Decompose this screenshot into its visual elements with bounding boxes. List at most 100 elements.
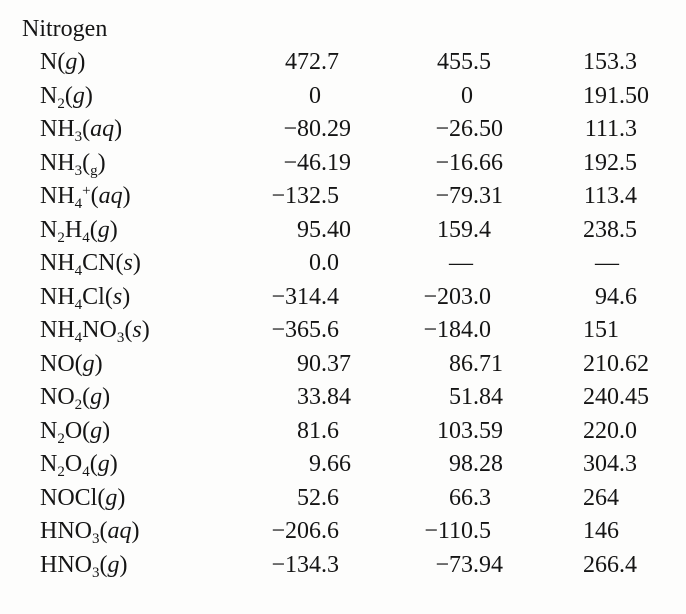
formula-token: s	[123, 250, 133, 276]
formula-token: (	[82, 384, 91, 410]
value-integer-part: 220	[583, 417, 619, 444]
value-fraction-part	[619, 314, 686, 351]
formula-token: 3	[116, 330, 125, 346]
table-row: NH4+(aq) −132.5 −79.31 113.4	[0, 180, 686, 214]
table-row: NH4Cl(s) −314.4 −203.0 94.6	[0, 281, 686, 315]
value-integer-part: 94	[595, 283, 619, 310]
value-integer-part: 111	[584, 116, 619, 142]
value-fraction-part: .4	[619, 183, 637, 209]
compound-formula: HNO3(g)	[0, 549, 250, 586]
formula-token: 4	[74, 330, 83, 346]
formula-token: s	[112, 283, 123, 310]
value-fraction-part: .6	[321, 417, 339, 444]
value-integer-part: 0	[309, 82, 321, 109]
table-body: N(g) 472.7 455.5 153.3 N2(g) 0 0 191.50 NH3(aq) −…	[0, 46, 686, 582]
formula-token: 2	[57, 430, 65, 447]
formula-token: (	[90, 183, 99, 209]
value-fraction-part: .3	[473, 484, 491, 511]
value-fraction-part: .3	[619, 451, 637, 477]
formula-token: (	[124, 317, 133, 343]
table-row: HNO3(aq) −206.6 −110.5 146	[0, 515, 686, 549]
formula-token: )	[114, 116, 123, 142]
value-integer-part: 66	[449, 484, 473, 511]
value-integer-part: −26	[435, 116, 473, 142]
compound-formula: N2O(g)	[0, 415, 250, 452]
value-integer-part: 0	[309, 250, 321, 276]
formula-token: g	[82, 350, 95, 377]
formula-token: g	[90, 162, 98, 179]
value-fraction-part	[619, 515, 686, 552]
value-fraction-part: .94	[473, 551, 503, 578]
value-fraction-part: .3	[619, 49, 637, 75]
formula-token: NH	[40, 317, 75, 343]
value-integer-part: 472	[285, 49, 321, 75]
value-fraction-part	[619, 482, 686, 516]
table-row: N(g) 472.7 455.5 153.3	[0, 46, 686, 80]
table-row: NH4NO3(s) −365.6 −184.0 151	[0, 314, 686, 348]
value-integer-part: 98	[449, 451, 473, 477]
formula-token: NH	[40, 250, 75, 276]
value-fraction-part: .6	[619, 283, 637, 310]
formula-token: 3	[74, 162, 83, 179]
value-fraction-part: .6	[321, 317, 339, 343]
value-integer-part: −79	[435, 183, 473, 209]
value-fraction-part: .40	[321, 216, 351, 243]
formula-token: (	[57, 49, 66, 75]
formula-token: 2	[74, 397, 83, 413]
value-fraction-part: .5	[321, 183, 339, 209]
compound-formula: HNO3(aq)	[0, 515, 250, 552]
formula-token: 3	[92, 531, 100, 547]
formula-token: )	[117, 484, 126, 511]
formula-token: NH	[40, 283, 75, 310]
value-fraction-part	[619, 247, 686, 284]
formula-token: g	[107, 551, 120, 578]
formula-token: )	[77, 49, 86, 75]
formula-token: 2	[57, 464, 65, 480]
formula-token: )	[141, 317, 150, 343]
formula-token: )	[102, 384, 111, 410]
table-row: N2O4(g) 9.66 98.28 304.3	[0, 448, 686, 482]
formula-token: 4	[82, 229, 90, 246]
compound-formula: NH4NO3(s)	[0, 314, 250, 351]
formula-token: NO	[40, 384, 75, 410]
formula-token: 2	[57, 229, 65, 246]
compound-formula: NOCl(g)	[0, 482, 250, 516]
formula-token: Cl(	[82, 283, 113, 310]
value-fraction-part: .0	[619, 417, 637, 444]
compound-formula: NH4CN(s)	[0, 247, 250, 284]
formula-token: O(	[64, 417, 91, 444]
formula-token: aq	[98, 183, 123, 209]
value-fraction-part: .66	[321, 451, 351, 477]
value-integer-part: 95	[297, 216, 321, 243]
formula-token: NH	[40, 183, 75, 209]
formula-token: N	[40, 451, 58, 477]
formula-token: NH	[40, 116, 75, 142]
value-integer-part: −16	[435, 149, 473, 176]
formula-token: O	[64, 451, 83, 477]
value-integer-part: 153	[583, 49, 619, 75]
value-integer-part: −46	[283, 149, 321, 176]
table-row: N2O(g) 81.6 103.59 220.0	[0, 415, 686, 449]
compound-formula: NO2(g)	[0, 381, 250, 418]
value-integer-part: −134	[271, 551, 321, 578]
value-fraction-part: .6	[321, 484, 339, 511]
value-fraction-part: .37	[321, 350, 351, 377]
table-row: HNO3(g) −134.3 −73.94 266.4	[0, 549, 686, 583]
table-row: NH3(g) −46.19 −16.66 192.5	[0, 147, 686, 181]
value-integer-part: 81	[297, 417, 321, 444]
value-integer-part: 304	[583, 451, 619, 477]
value-fraction-part: .62	[619, 350, 649, 377]
formula-token: )	[119, 551, 128, 578]
formula-token: CN(	[82, 250, 124, 276]
value-integer-part: −184	[423, 317, 473, 343]
formula-token: g	[65, 49, 78, 75]
formula-token: 3	[92, 564, 100, 581]
formula-token: (	[82, 116, 91, 142]
formula-token: (	[99, 551, 108, 578]
value-fraction-part: .0	[321, 250, 339, 276]
formula-token: (	[89, 451, 98, 477]
formula-token: 4	[74, 263, 83, 279]
value-integer-part: 151	[583, 317, 619, 343]
section-title: Nitrogen	[22, 16, 108, 42]
value-integer-part: −132	[271, 183, 321, 209]
